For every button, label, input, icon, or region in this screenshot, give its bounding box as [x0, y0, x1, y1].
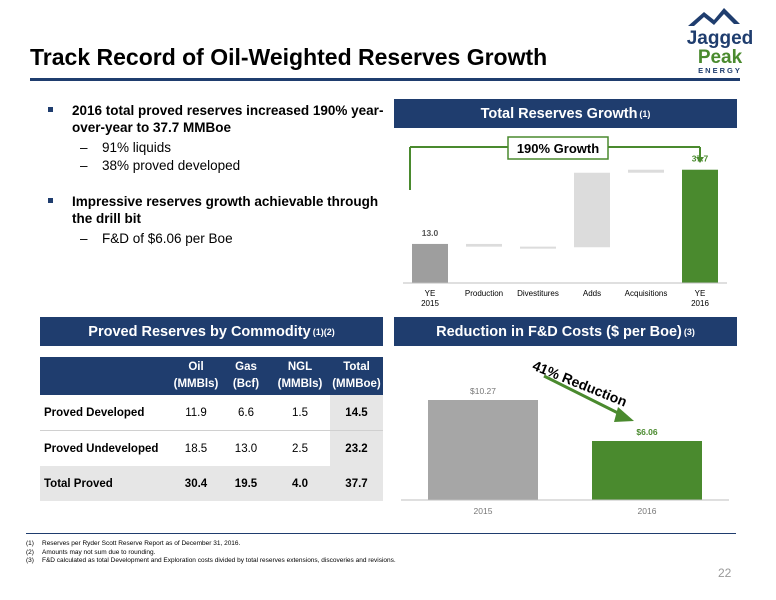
table-cell-total: 14.5 [330, 395, 383, 431]
table-cell: 2.5 [270, 430, 330, 466]
commodity-header: Proved Reserves by Commodity (1)(2) [40, 317, 383, 346]
footer-divider [26, 533, 736, 534]
table-row: Proved Undeveloped 18.5 13.0 2.5 23.2 [40, 430, 383, 466]
waterfall-bar [412, 243, 448, 283]
table-cell: 18.5 [170, 430, 222, 466]
page-title: Track Record of Oil-Weighted Reserves Gr… [30, 44, 548, 70]
bullet-square-icon [48, 198, 53, 203]
tick-label: Divestitures [517, 289, 559, 298]
logo-line2: Peak [698, 47, 743, 68]
tick-label: 2016 [691, 299, 709, 308]
data-label: $6.06 [636, 427, 658, 437]
bullet-2: Impressive reserves growth achievable th… [44, 193, 384, 227]
growth-label: 190% Growth [517, 141, 599, 156]
dash-icon: – [80, 158, 88, 173]
arrow-icon [696, 157, 704, 163]
data-label: $10.27 [470, 386, 496, 396]
row-label: Proved Undeveloped [40, 430, 170, 466]
reduction-label: 41% Reduction [530, 357, 629, 409]
fd-bar [592, 440, 702, 500]
footnotes: (1) Reserves per Ryder Scott Reserve Repo… [26, 540, 396, 566]
footnote: (1) Reserves per Ryder Scott Reserve Repo… [26, 540, 241, 547]
sub-bullet: –91% liquids [80, 140, 172, 155]
reserves-growth-header: Total Reserves Growth (1) [394, 99, 737, 128]
tick-label: Adds [583, 289, 601, 298]
sub-bullet: – F&D of $6.06 per Boe [80, 231, 233, 246]
fd-costs-header: Reduction in F&D Costs ($ per Boe) (3) [394, 317, 737, 346]
table-cell: 11.9 [185, 406, 207, 419]
reduction-arrow [543, 374, 623, 417]
table-header: Total (MMBoe) [330, 357, 383, 395]
page-number: 22 [718, 566, 732, 580]
table-cell: 30.4 [170, 466, 222, 501]
table-header: Oil (MMBls) [170, 357, 222, 395]
title-divider [30, 78, 740, 81]
logo-line3: ENERGY [698, 66, 742, 75]
mountain-icon [688, 8, 740, 26]
table-cell-total: 37.7 [330, 466, 383, 501]
logo-line1: Jagged [687, 28, 754, 49]
dash-icon: – [80, 231, 88, 246]
waterfall-bar [574, 172, 610, 248]
tick-label: YE [425, 289, 436, 298]
arrow-icon [614, 407, 634, 422]
table-cell: 4.0 [270, 466, 330, 501]
table-cell-total: 23.2 [330, 430, 383, 466]
row-label: Total Proved [40, 466, 170, 501]
fd-bar [428, 400, 538, 500]
bullet-1: 2016 total proved reserves increased 190… [44, 102, 384, 136]
key-points: 2016 total proved reserves increased 190… [44, 102, 384, 248]
tick-label: YE [695, 289, 706, 298]
footnote: (3) F&D calculated as total Development a… [26, 557, 396, 564]
footnote: (2) Amounts may not sum due to rounding. [26, 548, 156, 556]
growth-label-box [507, 136, 609, 160]
tick-label: 2016 [638, 506, 657, 516]
data-label: 13.0 [422, 228, 439, 238]
sub-bullet: –38% proved developed [80, 158, 241, 173]
reserves-table: Oil (MMBls) Gas (Bcf) NGL (MMBls) Total (MMB… [40, 357, 383, 501]
table-header-blank [40, 357, 170, 395]
table-row-total: Total Proved 30.4 19.5 4.0 37.7 [40, 466, 383, 501]
table-header: NGL (MMBls) [270, 357, 330, 395]
waterfall-bar [628, 169, 664, 173]
tick-label: 2015 [474, 506, 493, 516]
fd-costs-chart: $10.27 2015 $6.06 2016 41% Reduction [401, 357, 729, 516]
table-cell: 19.5 [222, 466, 270, 501]
tick-label: Production [465, 289, 503, 298]
row-label: Proved Developed [44, 406, 145, 419]
waterfall-bar [520, 246, 556, 249]
table-cell: 6.6 [238, 406, 254, 419]
waterfall-bar [682, 169, 718, 283]
table-header-row: Oil (MMBls) Gas (Bcf) NGL (MMBls) Total (MMB… [40, 357, 383, 395]
dash-icon: – [80, 140, 88, 155]
table-row: Proved Developed 11.9 6.6 1.5 14.5 [40, 395, 383, 431]
table-cell: 13.0 [222, 430, 270, 466]
tick-label: Acquisitions [625, 289, 668, 298]
company-logo: Jagged Peak ENERGY [687, 8, 754, 75]
tick-label: 2015 [421, 299, 439, 308]
waterfall-bar [466, 243, 502, 247]
bullet-square-icon [48, 107, 53, 112]
table-cell: 1.5 [292, 406, 308, 419]
table-header: Gas (Bcf) [222, 357, 270, 395]
